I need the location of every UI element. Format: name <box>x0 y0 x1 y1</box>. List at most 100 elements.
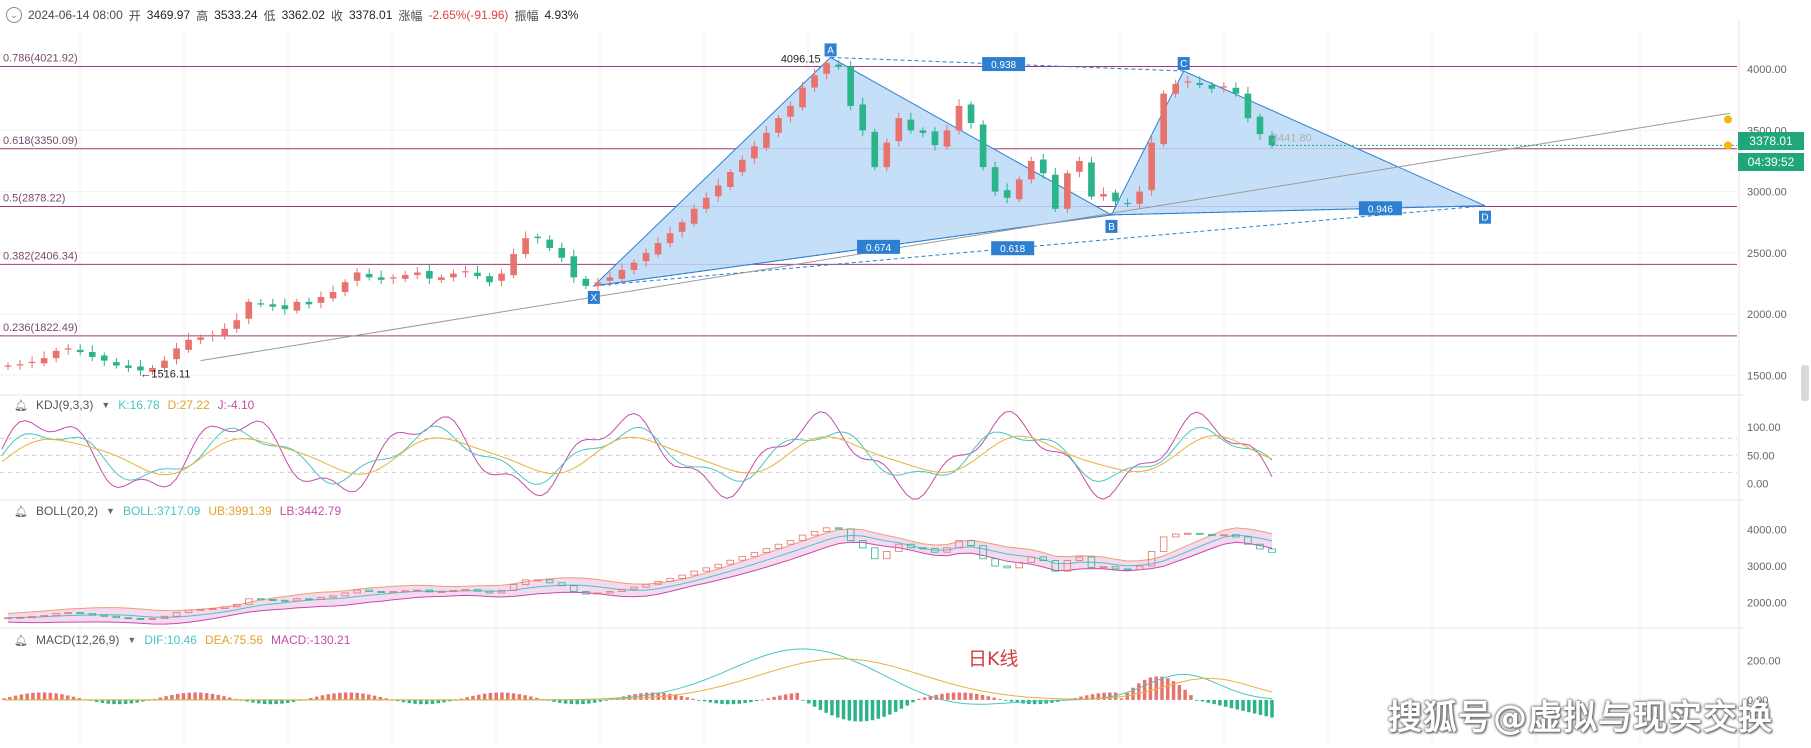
price-tick-label: 2500.00 <box>1747 248 1787 260</box>
boll-candle <box>1003 565 1011 569</box>
fib-level-label: 0.382(2406.34) <box>3 250 78 262</box>
boll-candle <box>449 590 458 592</box>
candle-body <box>317 296 325 303</box>
dropdown-caret-icon[interactable]: ▼ <box>106 506 115 516</box>
bell-icon[interactable]: 🔔︎ <box>14 399 28 412</box>
boll-candle <box>281 599 289 602</box>
macd-histogram-bar <box>963 692 967 700</box>
macd-histogram-bar <box>679 695 684 700</box>
boll-candle <box>979 545 987 560</box>
boll-candle <box>533 579 542 582</box>
macd-legend[interactable]: 🔔︎ MACD(12,26,9) ▼ DIF:10.46 DEA:75.56 M… <box>14 633 350 647</box>
macd-histogram-bar <box>1142 679 1147 700</box>
candle-body <box>943 130 951 147</box>
macd-histogram-bar <box>1079 696 1083 700</box>
dropdown-caret-icon[interactable]: ▼ <box>101 400 111 410</box>
boll-candle <box>931 548 939 553</box>
alert-dot <box>1724 115 1732 124</box>
candle-body <box>1172 83 1180 94</box>
boll-candle <box>1075 556 1084 561</box>
candle-body <box>209 334 216 337</box>
boll-candle <box>810 531 819 536</box>
boll-candle <box>846 528 855 541</box>
candle-body <box>1124 202 1131 205</box>
boll-candle <box>570 585 578 592</box>
macd-histogram-bar <box>1218 699 1222 706</box>
macd-histogram-bar <box>691 698 695 700</box>
candle-body <box>1052 174 1059 209</box>
candle-body <box>1196 82 1204 86</box>
macd-histogram-bar <box>135 699 139 703</box>
candle-body <box>522 238 529 255</box>
candle-body <box>149 367 156 372</box>
macd-histogram-bar <box>1189 695 1193 700</box>
macd-histogram-bar <box>1003 699 1008 701</box>
macd-histogram-bar <box>100 699 105 703</box>
dropdown-caret-icon[interactable]: ▼ <box>127 635 137 645</box>
macd-histogram-bar <box>216 694 220 700</box>
boll-candle <box>245 598 253 605</box>
boll-candle <box>1027 556 1035 563</box>
point-tag-text: D <box>1481 213 1488 224</box>
macd-histogram-bar <box>1194 699 1199 701</box>
macd-histogram-bar <box>129 699 134 704</box>
boll-candle <box>52 612 60 616</box>
boll-candle <box>1184 532 1192 535</box>
macd-histogram-bar <box>141 699 145 702</box>
macd-histogram-bar <box>888 699 892 715</box>
boll-candle <box>726 559 734 565</box>
harmonic-pattern <box>592 56 1486 287</box>
collapse-chevron-icon[interactable]: ⌄ <box>6 7 22 23</box>
macd-histogram-bar <box>1137 683 1141 700</box>
ratio-tag-ac: 0.938 <box>982 57 1026 72</box>
bell-icon[interactable]: 🔔︎ <box>14 634 28 647</box>
candle-body <box>811 75 818 88</box>
candle-body <box>1003 190 1011 198</box>
macd-histogram-bar <box>442 699 446 703</box>
boll-candle <box>582 591 590 595</box>
candle-body <box>341 282 349 293</box>
kdj-d-value: D:27.22 <box>167 398 210 412</box>
low-value: 3362.02 <box>281 8 325 22</box>
bell-icon[interactable]: 🔔︎ <box>14 505 28 518</box>
macd-histogram-bar <box>1235 699 1239 710</box>
macd-histogram-bar <box>1183 689 1187 700</box>
candle-body <box>835 64 842 67</box>
boll-candle <box>907 543 915 549</box>
candle-body <box>293 301 301 311</box>
alert-dot <box>1724 141 1732 150</box>
boll-legend[interactable]: 🔔︎ BOLL(20,2) ▼ BOLL:3717.09 UB:3991.39 … <box>14 504 341 518</box>
macd-histogram-bar <box>795 692 799 700</box>
candle-body <box>221 328 228 337</box>
ohlc-header: ⌄ 2024-06-14 08:00 开 3469.97 高 3533.24 低… <box>6 4 578 26</box>
boll-candle <box>618 588 626 592</box>
candle-body <box>137 366 144 371</box>
boll-candle <box>485 590 494 594</box>
macd-histogram-bar <box>749 699 753 703</box>
candle-body <box>173 348 180 360</box>
kdj-tick-label: 50.00 <box>1747 450 1775 462</box>
macd-histogram-bar <box>71 696 76 700</box>
boll-candle <box>184 609 193 614</box>
candle-body <box>486 276 493 283</box>
boll-candle <box>798 534 807 541</box>
boll-candle <box>1256 543 1264 550</box>
macd-histogram-bar <box>668 693 672 700</box>
boll-candle <box>196 608 205 611</box>
candle-body <box>438 277 445 281</box>
candle-body <box>1148 142 1155 191</box>
candle-body <box>16 364 24 366</box>
scroll-handle[interactable] <box>1801 365 1809 401</box>
kdj-legend[interactable]: 🔔︎ KDJ(9,3,3) ▼ K:16.78 D:27.22 J:-4.10 <box>14 398 254 412</box>
boll-candle <box>160 615 169 619</box>
boll-candle <box>1111 566 1120 570</box>
macd-histogram-bar <box>783 694 788 700</box>
boll-candle <box>690 570 698 576</box>
macd-histogram-bar <box>523 695 527 700</box>
boll-candle <box>1159 536 1168 552</box>
boll-candle <box>630 586 638 590</box>
boll-candle <box>943 547 951 553</box>
boll-candle <box>64 612 72 615</box>
boll-candle <box>546 579 554 584</box>
